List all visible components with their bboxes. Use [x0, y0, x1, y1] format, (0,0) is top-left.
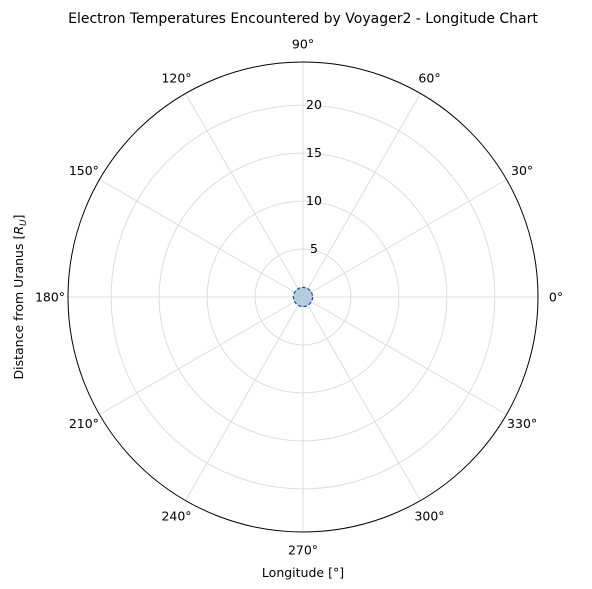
y-axis-label-symbol: R [11, 226, 26, 235]
theta-gridline-150 [99, 179, 304, 298]
polar-frame [67, 61, 539, 533]
r-tick-label-10: 10 [306, 193, 322, 208]
x-axis-label: Longitude [°] [262, 565, 344, 580]
theta-gridline-300 [302, 296, 421, 501]
grid-layer [68, 62, 538, 532]
label-layer: 0° 30° 60° 90° 120° 150° 180° 210° 240° 270° 300° 3… [35, 37, 563, 558]
theta-tick-label-300: 300° [414, 509, 444, 524]
theta-gridline-120 [185, 93, 304, 298]
r-tick-label-20: 20 [306, 97, 322, 112]
theta-tick-label-270: 270° [288, 543, 318, 558]
theta-gridline-330 [302, 296, 507, 415]
theta-gridline-30 [302, 179, 507, 298]
theta-tick-label-150: 150° [69, 163, 99, 178]
theta-tick-label-210: 210° [69, 416, 99, 431]
y-axis-label-subscript: U [19, 219, 29, 226]
r-tick-label-15: 15 [306, 145, 322, 160]
data-layer [292, 286, 314, 308]
y-axis-label-suffix: ] [11, 214, 26, 219]
r-gridline-10 [206, 200, 400, 394]
theta-tick-label-30: 30° [511, 163, 533, 178]
theta-tick-label-90: 90° [292, 37, 314, 52]
r-gridline-5 [254, 248, 352, 346]
y-axis-label: Distance from Uranus [RU] [11, 214, 29, 379]
theta-tick-label-60: 60° [418, 70, 440, 85]
theta-tick-label-0: 0° [549, 290, 563, 305]
theta-tick-label-120: 120° [161, 70, 191, 85]
r-tick-label-5: 5 [310, 241, 318, 256]
r-gridline-20 [110, 104, 496, 490]
theta-gridline-60 [302, 93, 421, 298]
theta-tick-label-180: 180° [35, 290, 65, 305]
y-axis-label-prefix: Distance from Uranus [ [11, 235, 26, 380]
data-region-0 [292, 286, 314, 308]
theta-tick-label-330: 330° [507, 416, 537, 431]
theta-tick-label-240: 240° [161, 509, 191, 524]
r-gridline-15 [158, 152, 448, 442]
chart-title: Electron Temperatures Encountered by Voy… [68, 11, 538, 27]
theta-gridline-240 [185, 296, 304, 501]
theta-gridline-210 [99, 296, 304, 415]
